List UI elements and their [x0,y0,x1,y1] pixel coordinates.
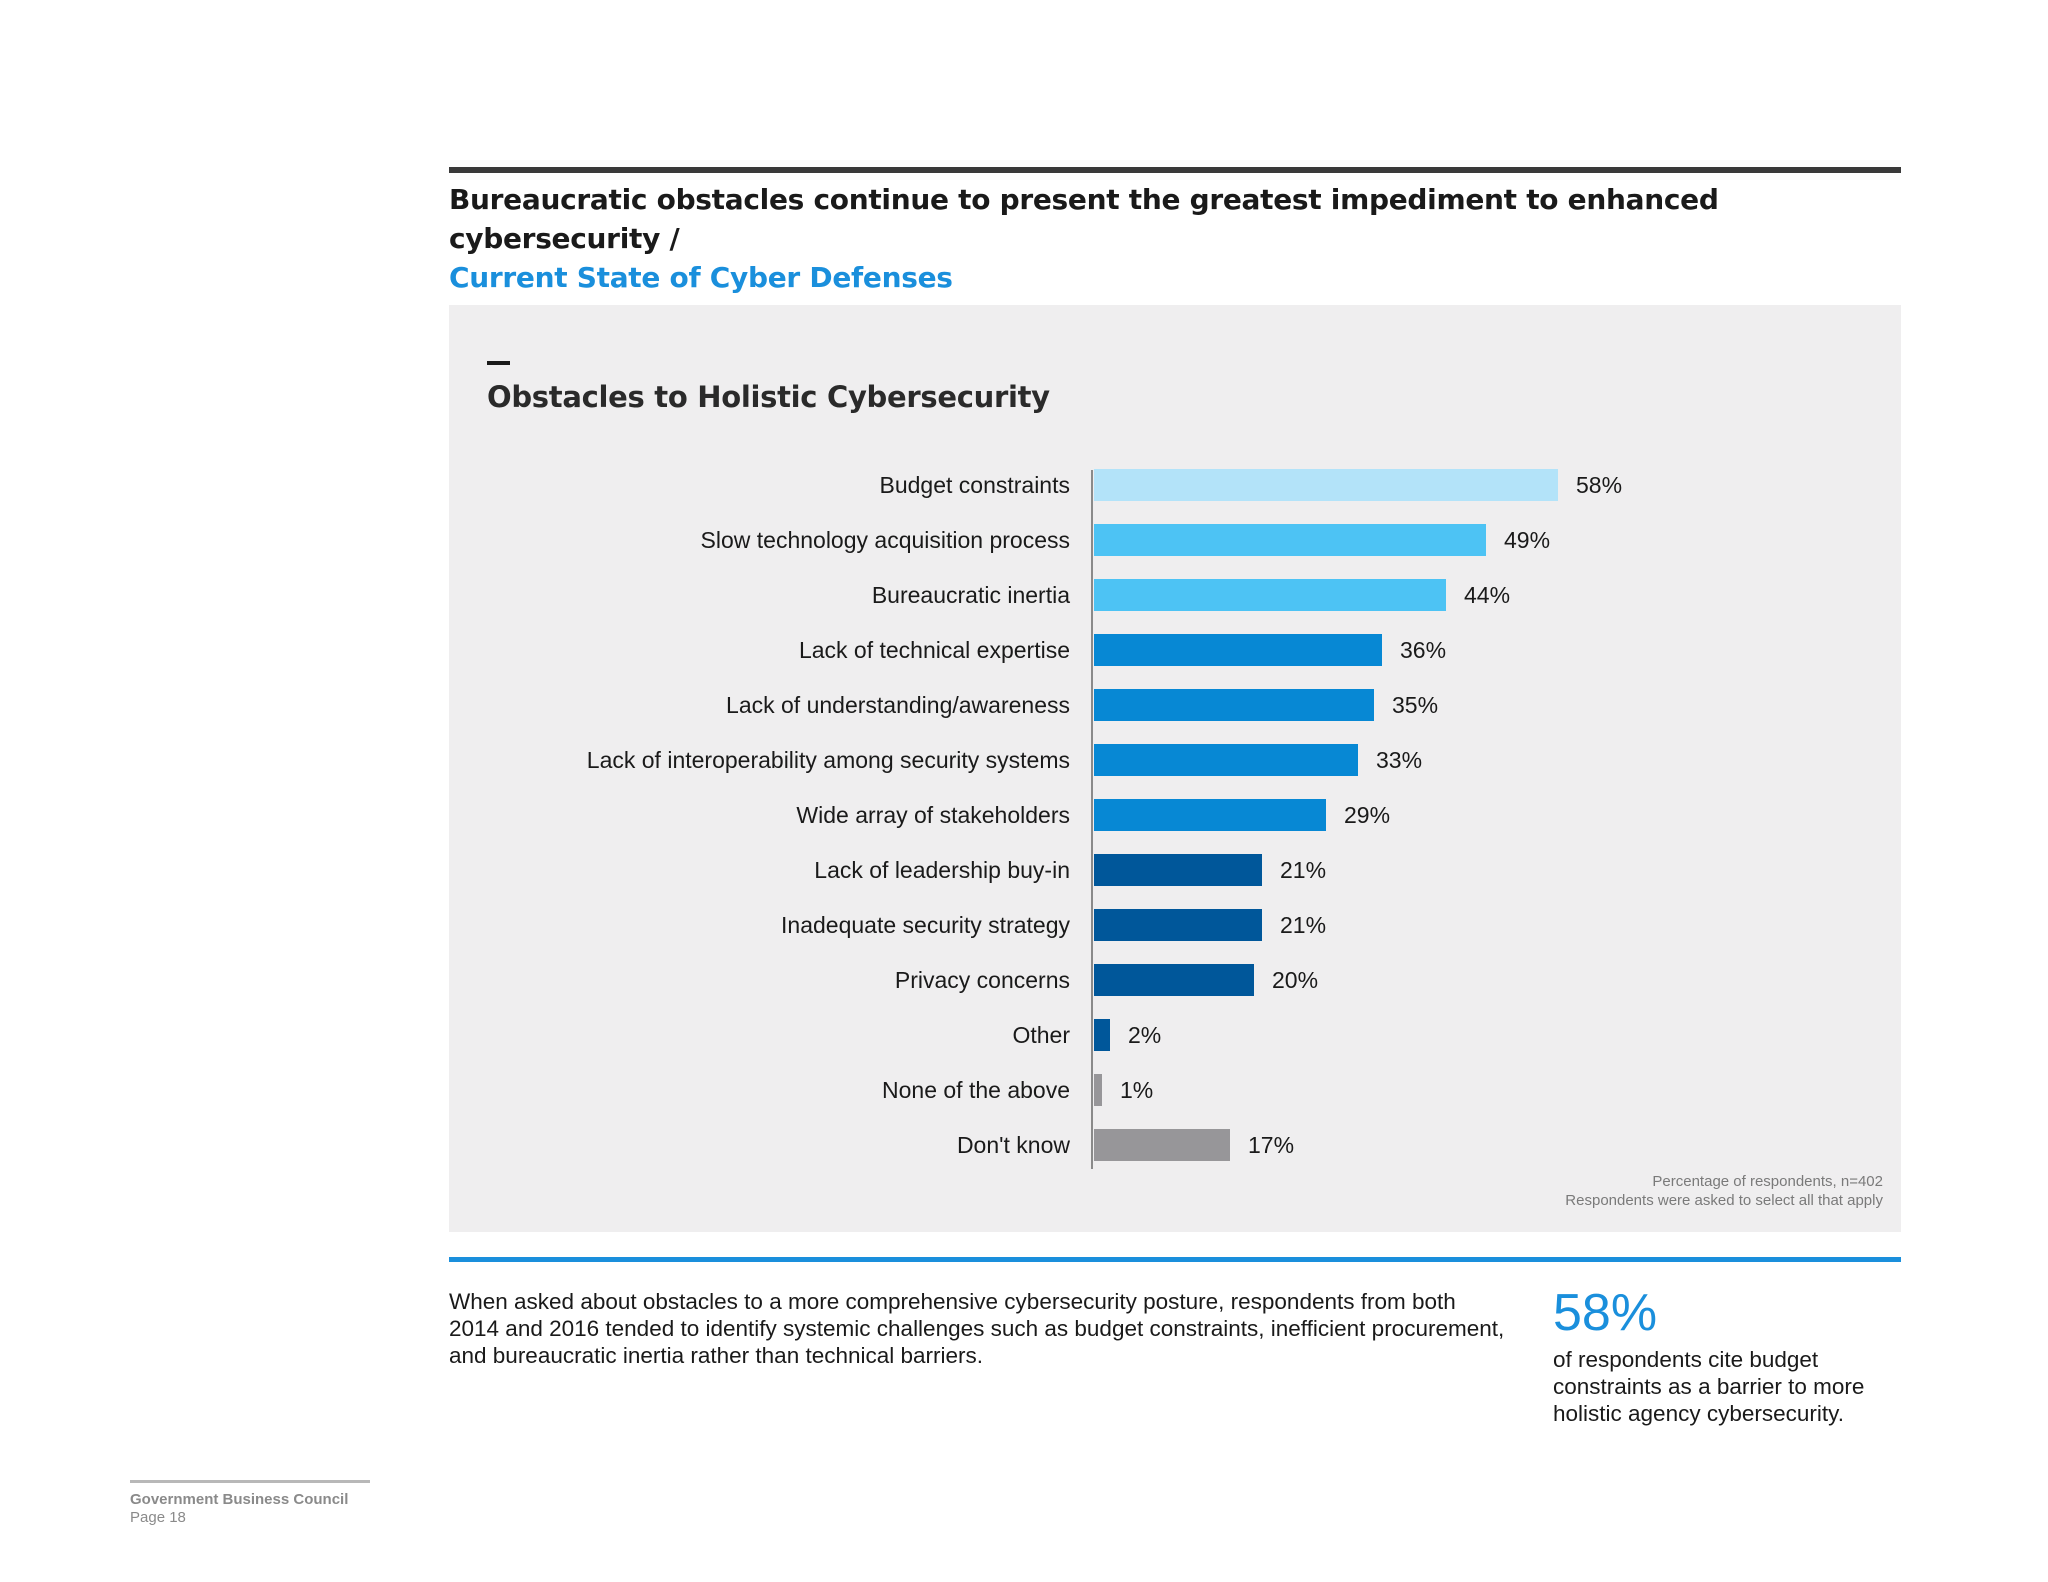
category-label: None of the above [882,1077,1070,1103]
category-label: Wide array of stakeholders [796,802,1070,828]
bar-chart: Budget constraints 58% Slow technology acq… [587,469,1622,1169]
chart-note-line2: Respondents were asked to select all tha… [1565,1192,1883,1209]
value-label: 49% [1504,527,1550,553]
headline-sub: Current State of Cyber Defenses [449,261,953,294]
bar [1094,579,1446,611]
section-rule [449,1257,1901,1262]
top-rule [449,167,1901,173]
bar [1094,744,1358,776]
bar [1094,964,1254,996]
bar [1094,689,1374,721]
bar [1094,1129,1230,1161]
chart-note-line1: Percentage of respondents, n=402 [1652,1173,1883,1190]
category-label: Inadequate security strategy [781,912,1070,938]
bar [1094,909,1262,941]
category-label: Slow technology acquisition process [701,527,1070,553]
value-label: 21% [1280,857,1326,883]
value-label: 29% [1344,802,1390,828]
category-label: Don't know [957,1132,1070,1158]
value-label: 21% [1280,912,1326,938]
stat-value: 58% [1553,1284,1658,1342]
bar [1094,799,1326,831]
value-label: 58% [1576,472,1622,498]
stat-description: of respondents cite budget constraints a… [1553,1347,1865,1426]
bar [1094,634,1382,666]
value-label: 20% [1272,967,1318,993]
bar [1094,1019,1110,1051]
category-label: Lack of leadership buy-in [814,857,1070,883]
headline-main: Bureaucratic obstacles continue to prese… [449,183,1719,255]
chart-note: Percentage of respondents, n=402 Respond… [1565,1172,1883,1210]
bar [1094,1074,1102,1106]
title-dash [487,361,510,365]
value-label: 2% [1128,1022,1161,1048]
category-label: Lack of understanding/awareness [726,692,1070,718]
category-label: Lack of technical expertise [799,637,1070,663]
footer-rule [130,1480,370,1483]
bar [1094,469,1558,501]
category-label: Lack of interoperability among security … [587,747,1070,773]
value-label: 1% [1120,1077,1153,1103]
chart-title: Obstacles to Holistic Cybersecurity [487,380,1050,414]
category-label: Budget constraints [879,472,1070,498]
value-label: 33% [1376,747,1422,773]
summary-text: When asked about obstacles to a more com… [449,1289,1505,1368]
value-label: 17% [1248,1132,1294,1158]
bar [1094,524,1486,556]
value-label: 44% [1464,582,1510,608]
value-label: 35% [1392,692,1438,718]
page-headline: Bureaucratic obstacles continue to prese… [449,180,1901,297]
category-label: Privacy concerns [895,967,1070,993]
value-label: 36% [1400,637,1446,663]
category-label: Bureaucratic inertia [872,582,1070,608]
bar [1094,854,1262,886]
footer-page: Page 18 [130,1509,186,1526]
category-label: Other [1012,1022,1070,1048]
footer-org: Government Business Council [130,1491,349,1508]
